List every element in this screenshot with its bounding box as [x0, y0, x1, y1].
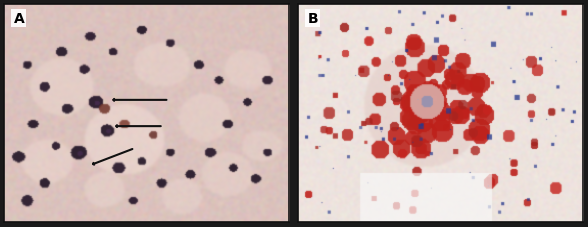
Text: B: B — [308, 12, 318, 26]
Text: A: A — [14, 12, 24, 26]
